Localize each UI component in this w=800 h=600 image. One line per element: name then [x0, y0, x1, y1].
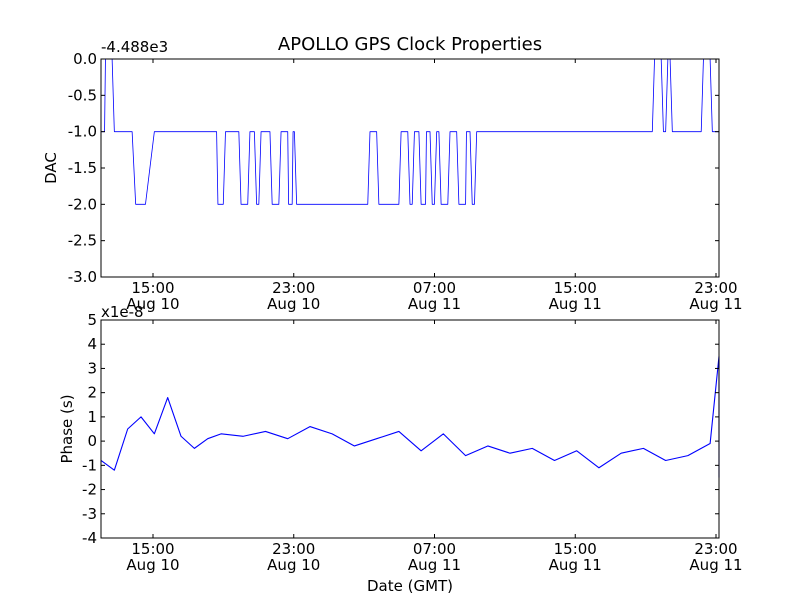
x-tick-label-date: Aug 10 — [267, 295, 320, 313]
x-tick-label-time: 23:00 — [272, 279, 315, 297]
y-tick-label: -2.5 — [68, 232, 97, 250]
x-tick-label-time: 07:00 — [413, 279, 456, 297]
x-tick-label-date: Aug 11 — [689, 295, 742, 313]
chart-title: APOLLO GPS Clock Properties — [278, 34, 542, 55]
x-tick-label-date: Aug 11 — [408, 295, 461, 313]
phase-axes-frame — [100, 319, 720, 539]
y-tick-label: -4 — [82, 529, 97, 547]
x-tick-label-date: Aug 10 — [267, 556, 320, 574]
x-tick-label-date: Aug 11 — [549, 295, 602, 313]
y-tick-label: -0.5 — [68, 86, 97, 104]
x-tick-label-time: 15:00 — [131, 279, 174, 297]
dac-y-axis: 0.0 -0.5 -1.0 -1.5 -2.0 -2.5 -3.0 — [68, 50, 719, 286]
phase-y-axis: 5 4 3 2 1 0 -1 -2 -3 -4 — [82, 311, 719, 547]
x-tick-label-date: Aug 11 — [549, 556, 602, 574]
x-tick-label-time: 15:00 — [554, 540, 597, 558]
y-tick-label: 1 — [87, 408, 97, 426]
x-tick-label-time: 23:00 — [272, 540, 315, 558]
x-tick-label-date: Aug 11 — [689, 556, 742, 574]
dac-offset-label: -4.488e3 — [101, 38, 168, 56]
y-tick-label: 0 — [87, 432, 97, 450]
phase-y-label: Phase (s) — [58, 394, 76, 463]
x-tick-label-date: Aug 10 — [126, 295, 179, 313]
y-tick-label: -1.5 — [68, 159, 97, 177]
y-tick-label: -1 — [82, 456, 97, 474]
x-tick-label-time: 23:00 — [694, 540, 737, 558]
y-tick-label: -2.0 — [68, 195, 97, 213]
x-tick-label-time: 15:00 — [554, 279, 597, 297]
x-tick-label-time: 07:00 — [413, 540, 456, 558]
y-tick-label: 2 — [87, 384, 97, 402]
x-tick-label-time: 23:00 — [694, 279, 737, 297]
phase-offset-label: x1e-8 — [101, 303, 144, 321]
y-tick-label: -3.0 — [68, 268, 97, 286]
x-tick-label-date: Aug 10 — [126, 556, 179, 574]
y-tick-label: 3 — [87, 359, 97, 377]
y-tick-label: -2 — [82, 481, 97, 499]
y-tick-label: -1.0 — [68, 123, 97, 141]
y-tick-label: 4 — [87, 335, 97, 353]
y-tick-label: 0.0 — [73, 50, 97, 68]
x-tick-label-date: Aug 11 — [408, 556, 461, 574]
y-tick-label: 5 — [87, 311, 97, 329]
y-tick-label: -3 — [82, 505, 97, 523]
x-tick-label-time: 15:00 — [131, 540, 174, 558]
phase-x-label: Date (GMT) — [367, 577, 453, 595]
dac-y-label: DAC — [42, 152, 60, 184]
